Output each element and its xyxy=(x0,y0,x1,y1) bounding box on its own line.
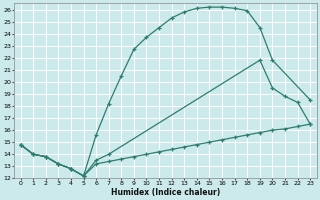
X-axis label: Humidex (Indice chaleur): Humidex (Indice chaleur) xyxy=(111,188,220,197)
